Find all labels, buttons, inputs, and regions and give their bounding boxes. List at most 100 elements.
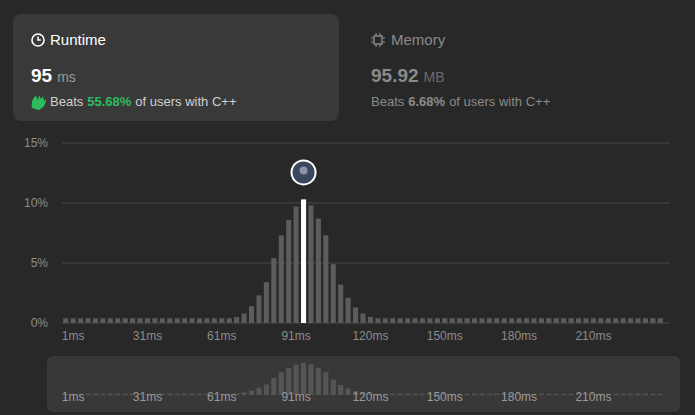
bar — [561, 318, 566, 323]
overview-x-label: 31ms — [133, 390, 162, 404]
bar — [539, 318, 544, 323]
bar — [204, 318, 209, 323]
overview-x-label: 61ms — [207, 390, 236, 404]
bar — [554, 318, 559, 323]
memory-icon — [371, 33, 385, 47]
x-tick-label: 180ms — [501, 329, 537, 343]
beats-icon-shape — [32, 95, 46, 110]
bar — [606, 318, 611, 323]
x-tick-label: 210ms — [575, 329, 611, 343]
bar — [234, 317, 239, 323]
overview-bar — [546, 394, 551, 395]
overview-bar — [561, 394, 566, 395]
y-tick-label: 5% — [31, 256, 49, 270]
bar — [576, 318, 581, 323]
grid-line — [62, 143, 670, 144]
bar — [405, 318, 410, 323]
memory-beats-line: Beats6.68%of users with C++ — [371, 94, 550, 109]
bar — [197, 318, 202, 323]
bar — [271, 258, 276, 323]
overview-bar — [100, 394, 105, 395]
bar — [294, 207, 299, 323]
x-tick-label: 31ms — [133, 329, 162, 343]
runtime-title: Runtime — [50, 31, 106, 48]
bar — [650, 318, 655, 323]
overview-bar — [479, 394, 484, 395]
runtime-beats-line: Beats55.68%of users with C++ — [50, 94, 237, 109]
overview-bar — [175, 394, 180, 395]
bar — [279, 235, 284, 323]
overview-bar — [108, 394, 113, 395]
memory-suffix: of users with C++ — [449, 94, 550, 109]
overview-bar — [420, 394, 425, 395]
overview-bar — [412, 394, 417, 395]
bar — [368, 317, 373, 323]
bar — [346, 298, 351, 323]
overview-bar — [197, 394, 202, 395]
overview-bar — [264, 384, 269, 395]
overview-bar — [613, 394, 618, 395]
overview-bar — [621, 394, 626, 395]
overview-bar — [256, 388, 261, 395]
bar — [100, 318, 105, 323]
bar — [123, 318, 128, 323]
bar — [465, 318, 470, 323]
y-tick-label: 0% — [31, 316, 49, 330]
overview-x-label: 91ms — [281, 390, 310, 404]
bar — [190, 318, 195, 323]
runtime-value: 95 — [31, 65, 53, 86]
overview-bar — [405, 394, 410, 395]
overview-bar — [167, 394, 172, 395]
bar — [502, 318, 507, 323]
overview-x-label: 150ms — [427, 390, 463, 404]
overview-bar — [643, 394, 648, 395]
bar — [130, 318, 135, 323]
x-tick-label: 61ms — [207, 329, 236, 343]
chip-body — [374, 36, 382, 44]
overview-bar — [182, 394, 187, 395]
overview-bar — [316, 368, 321, 395]
memory-value: 95.92 — [371, 65, 419, 86]
bar — [85, 318, 90, 323]
overview-bar — [323, 372, 328, 395]
bar — [138, 318, 143, 323]
background — [0, 0, 695, 415]
user-avatar — [291, 159, 317, 185]
overview-bar — [494, 394, 499, 395]
overview-x-label: 210ms — [575, 390, 611, 404]
runtime-card[interactable] — [13, 14, 339, 121]
overview-bar — [123, 394, 128, 395]
overview-bar — [115, 394, 120, 395]
overview-bar — [569, 394, 574, 395]
bar — [152, 318, 157, 323]
overview-bar — [539, 394, 544, 395]
memory-beats-label: Beats — [371, 94, 405, 109]
overview-bar — [465, 394, 470, 395]
bar — [323, 235, 328, 323]
overview-bar — [242, 392, 247, 395]
bar — [338, 285, 343, 323]
overview-bar — [390, 394, 395, 395]
bars — [63, 199, 663, 323]
overview-bar — [628, 394, 633, 395]
x-tick-label: 91ms — [281, 329, 310, 343]
bar — [517, 318, 522, 323]
bar — [360, 313, 365, 323]
bar — [427, 318, 432, 323]
overview-bar — [93, 394, 98, 395]
bar — [375, 318, 380, 323]
bar — [531, 318, 536, 323]
page: Runtime95msBeats55.68%of users with C++M… — [0, 0, 695, 415]
bar — [316, 219, 321, 323]
overview-panel[interactable] — [47, 356, 680, 412]
bar — [435, 318, 440, 323]
bar — [108, 318, 113, 323]
overview-bar — [487, 394, 492, 395]
clock-hands — [38, 37, 41, 41]
bar — [487, 318, 492, 323]
avatar-head — [300, 166, 308, 174]
overview-bar — [650, 394, 655, 395]
x-tick-label: 1ms — [62, 329, 85, 343]
memory-title[interactable]: Memory — [391, 31, 446, 48]
runtime-beats: 55.68% — [87, 94, 132, 109]
